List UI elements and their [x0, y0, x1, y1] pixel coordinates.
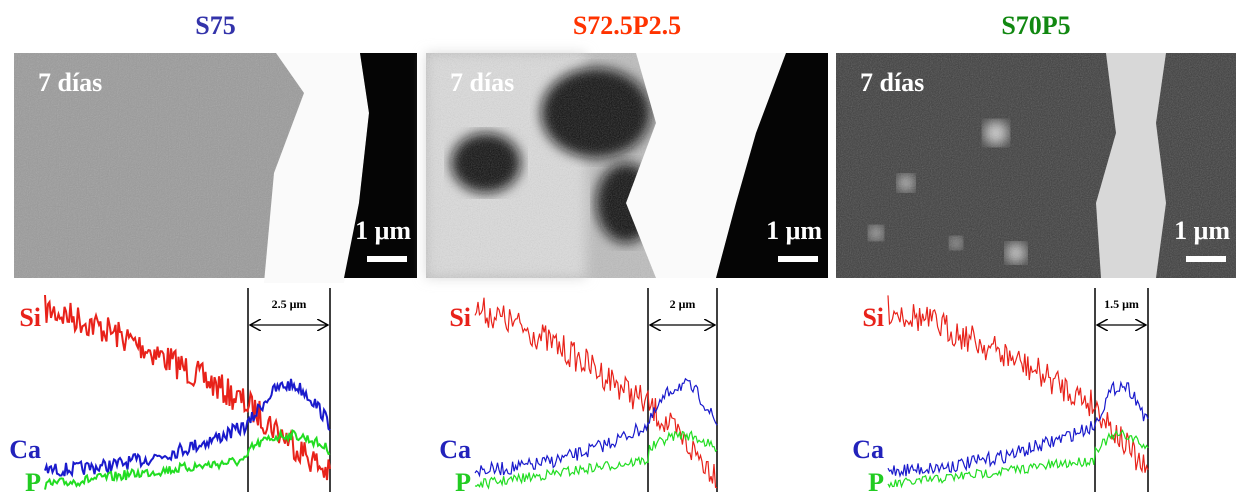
figure: S75 7 días 1 μm 2.5 μm Si Ca P S72.5P2.5 7 días 1…	[0, 0, 1236, 497]
element-label: Si	[862, 303, 884, 332]
profile-curve	[45, 379, 330, 476]
profile-curve	[45, 431, 330, 490]
element-label: Ca	[852, 435, 884, 464]
panel: S70P5 7 días 1 μm 1.5 μm Si Ca P	[836, 11, 1236, 497]
element-label: Si	[449, 303, 471, 332]
line-profile: 2 μm Si Ca P	[439, 288, 717, 497]
line-profile: 2.5 μm Si Ca P	[9, 288, 330, 497]
scale-label: 1 μm	[355, 216, 411, 245]
element-label: P	[25, 468, 41, 497]
profile-curve	[475, 298, 717, 488]
micrograph: 7 días 1 μm	[14, 53, 417, 283]
scale-bar	[1186, 256, 1226, 262]
panel: S75 7 días 1 μm 2.5 μm Si Ca P	[9, 11, 417, 497]
panel-title: S72.5P2.5	[573, 11, 681, 40]
element-label: P	[868, 468, 884, 497]
profile-curve	[888, 430, 1148, 486]
profile-curve	[475, 379, 717, 476]
micrograph: 7 días 1 μm	[836, 53, 1236, 278]
element-label: Ca	[439, 435, 471, 464]
scale-label: 1 μm	[766, 216, 822, 245]
element-label: P	[455, 468, 471, 497]
line-profile: 1.5 μm Si Ca P	[852, 288, 1148, 497]
time-label: 7 días	[450, 68, 514, 97]
scale-bar	[367, 256, 407, 262]
panel-title: S70P5	[1001, 11, 1070, 40]
profile-curve	[888, 295, 1148, 472]
panel-title: S75	[195, 11, 235, 40]
time-label: 7 días	[38, 68, 102, 97]
width-label: 1.5 μm	[1104, 297, 1139, 311]
time-label: 7 días	[860, 68, 924, 97]
scale-bar	[778, 256, 818, 262]
profile-curve	[888, 383, 1148, 477]
width-label: 2.5 μm	[272, 297, 307, 311]
width-label: 2 μm	[670, 297, 696, 311]
element-label: Ca	[9, 435, 41, 464]
scale-label: 1 μm	[1174, 216, 1230, 245]
micrograph: 7 días 1 μm	[426, 53, 828, 278]
panel: S72.5P2.5 7 días 1 μm 2 μm Si Ca P	[426, 11, 828, 497]
profile-curve	[475, 432, 717, 488]
element-label: Si	[19, 303, 41, 332]
